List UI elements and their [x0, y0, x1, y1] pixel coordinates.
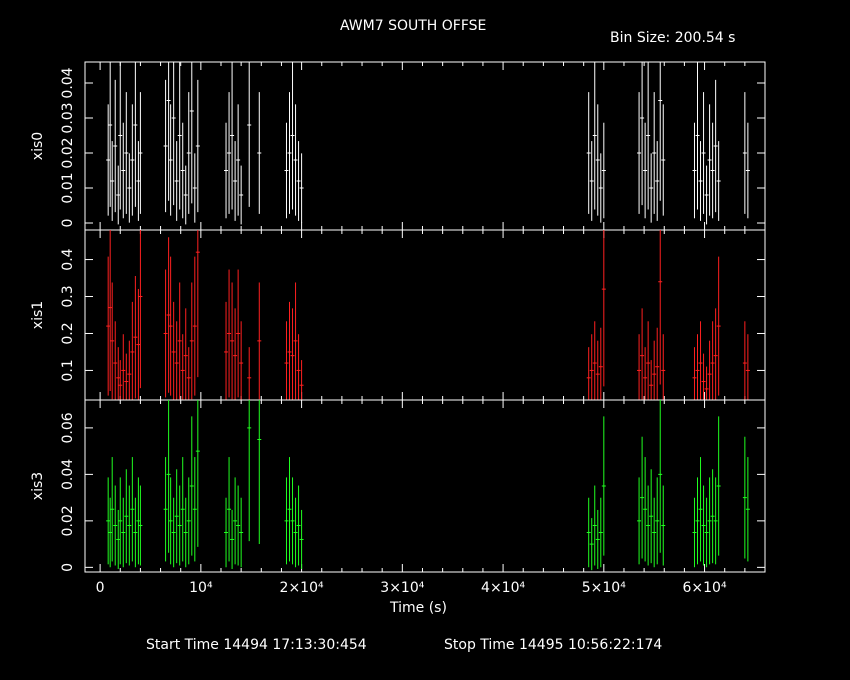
y-tick-label: 0 — [60, 219, 76, 228]
y-tick-label: 0.02 — [60, 505, 76, 536]
x-tick-label: 5×10⁴ — [582, 580, 626, 596]
x-tick-label: 0 — [96, 580, 105, 596]
y-tick-label: 0.1 — [60, 359, 76, 381]
panel-y-label: xis0 — [30, 132, 46, 160]
stop-time-label: Stop Time 14495 10:56:22:174 — [444, 637, 663, 653]
y-tick-label: 0.02 — [60, 137, 76, 168]
y-tick-label: 0.01 — [60, 172, 76, 203]
y-tick-label: 0.06 — [60, 412, 76, 443]
panel-xis1: 0.1 0.2 0.3 0.4 xis1 — [30, 229, 766, 401]
panel-xis3: 0 0.02 0.04 0.06 xis3 0 10⁴ 2×10⁴ 3×10⁴ 4×10⁴ 5×10… — [30, 399, 766, 596]
panel-frame — [84, 399, 766, 573]
x-tick-label: 6×10⁴ — [683, 580, 727, 596]
y-tick-label: 0.2 — [60, 322, 76, 344]
x-tick-label: 4×10⁴ — [481, 580, 525, 596]
x-tick-label: 10⁴ — [189, 580, 213, 596]
y-tick-label: 0.04 — [60, 67, 76, 98]
x-tick-label: 3×10⁴ — [380, 580, 424, 596]
chart-title: AWM7 SOUTH OFFSE — [340, 18, 487, 34]
x-tick-label: 2×10⁴ — [280, 580, 324, 596]
panel-y-label: xis1 — [30, 301, 46, 329]
y-tick-label: 0.4 — [60, 248, 76, 270]
y-tick-label: 0.03 — [60, 102, 76, 133]
panel-xis0: 0 0.01 0.02 0.03 0.04 xis0 — [30, 61, 766, 231]
bin-size-label: Bin Size: 200.54 s — [610, 30, 736, 46]
start-time-label: Start Time 14494 17:13:30:454 — [146, 637, 367, 653]
y-tick-label: 0.04 — [60, 459, 76, 490]
y-tick-label: 0 — [60, 563, 76, 572]
panel-y-label: xis3 — [30, 472, 46, 500]
y-tick-label: 0.3 — [60, 285, 76, 307]
x-axis-label: Time (s) — [390, 600, 447, 616]
